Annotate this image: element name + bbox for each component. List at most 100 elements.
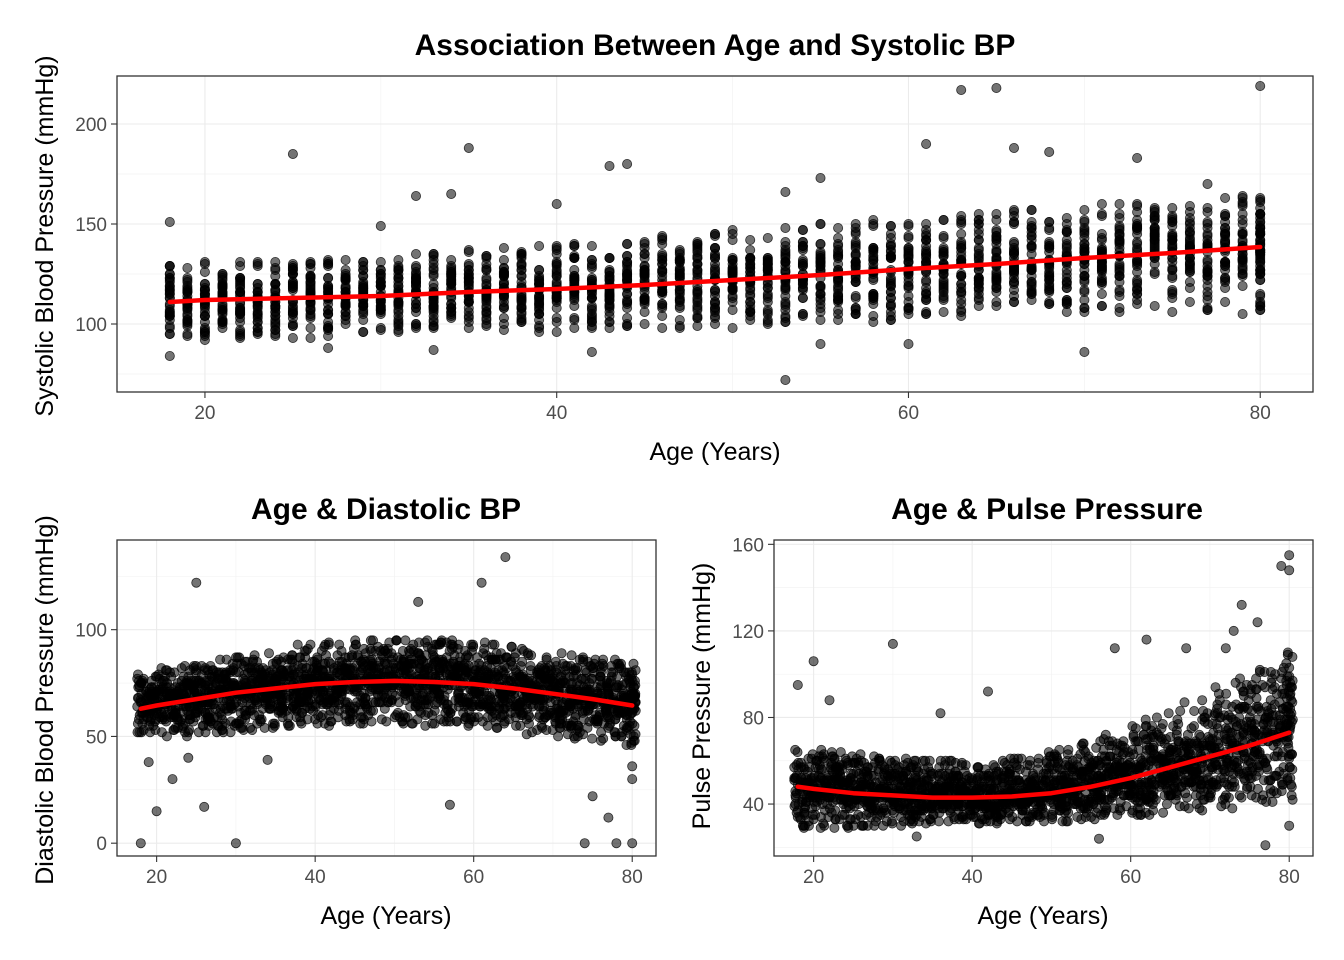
data-point [797,310,808,321]
data-point [370,646,381,657]
data-point [604,274,615,285]
data-point [217,288,228,299]
data-point [1220,228,1231,239]
outlier-point [587,791,598,802]
y-tick-label: 50 [86,727,107,748]
data-point [1220,192,1231,203]
outlier-point [183,752,194,763]
data-point [164,667,175,678]
data-point [323,258,334,269]
x-tick-label: 20 [194,403,215,424]
data-point [315,712,326,723]
data-point [692,268,703,279]
data-point [516,250,527,261]
x-tick-label: 40 [305,867,326,888]
data-point [921,308,932,319]
data-point [459,665,470,676]
data-point [340,274,351,285]
data-point [551,292,562,303]
outlier-point [780,374,791,385]
data-point [1096,210,1107,221]
data-point [1096,198,1107,209]
data-point [498,324,509,335]
outlier-point [463,142,474,153]
data-point [622,320,633,331]
data-point [1220,256,1231,267]
data-point [1220,296,1231,307]
data-point [363,710,374,721]
outlier-point [627,774,638,785]
data-point [710,296,721,307]
y-tick-label: 80 [743,708,764,729]
data-point [1132,256,1143,267]
data-point [1167,202,1178,213]
data-point [616,731,627,742]
data-point [1114,212,1125,223]
data-point [358,718,369,729]
data-point [921,224,932,235]
data-point [1096,300,1107,311]
data-point [428,294,439,305]
data-point [491,648,502,659]
outlier-point [428,344,439,355]
data-point [441,703,452,714]
outlier-point [603,812,614,823]
data-point [829,822,840,833]
data-point [578,729,589,740]
data-point [815,218,826,229]
data-point [592,716,603,727]
data-point [727,224,738,235]
data-point [1132,276,1143,287]
data-point [305,286,316,297]
data-point [938,214,949,225]
data-point [521,714,532,725]
data-point [622,256,633,267]
data-point [551,260,562,271]
data-point [569,240,580,251]
y-tick-label: 160 [732,535,764,556]
data-point [1009,296,1020,307]
data-point [199,300,210,311]
data-point [305,639,316,650]
data-point [1184,296,1195,307]
x-tick-label: 40 [546,403,567,424]
data-point [1114,236,1125,247]
data-point [1202,206,1213,217]
y-tick-label: 100 [75,315,107,336]
data-point [710,262,721,273]
data-point [885,755,896,766]
data-point [608,688,619,699]
data-point [1237,280,1248,291]
data-point [1255,208,1266,219]
data-point [252,328,263,339]
data-point [692,286,703,297]
data-point [674,292,685,303]
data-point [428,322,439,333]
data-point [885,232,896,243]
outlier-point [143,757,154,768]
data-point [287,306,298,317]
data-point [536,720,547,731]
data-point [587,733,598,744]
data-point [780,264,791,275]
data-point [393,316,404,327]
data-point [516,276,527,287]
data-point [498,254,509,265]
data-point [305,258,316,269]
data-point [489,639,500,650]
y-axis-label: Pulse Pressure (mmHg) [688,563,716,830]
data-point [903,296,914,307]
data-point [850,290,861,301]
data-point [428,270,439,281]
chart-title: Age & Pulse Pressure [891,493,1203,526]
outlier-point [551,198,562,209]
data-point [534,264,545,275]
data-point [604,252,615,263]
data-point [938,306,949,317]
outlier-point [903,338,914,349]
y-tick-label: 120 [732,622,764,643]
data-point [1184,226,1195,237]
data-point [1184,206,1195,217]
data-point [516,260,527,271]
data-point [534,240,545,251]
